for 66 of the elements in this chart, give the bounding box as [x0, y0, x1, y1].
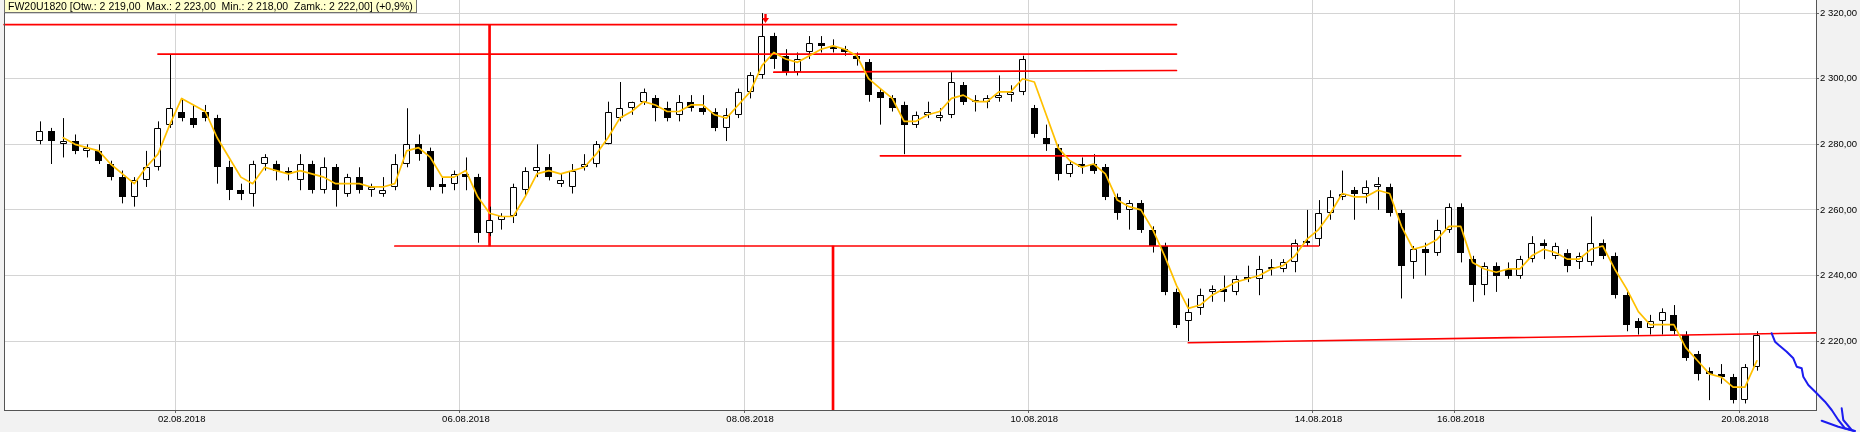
- y-tick-label: 2 280,00: [1820, 137, 1857, 149]
- candlestick: [1220, 275, 1227, 303]
- candlestick: [1410, 245, 1417, 280]
- candlestick: [1659, 307, 1666, 336]
- x-tick-label: 14.08.2018: [1294, 413, 1343, 425]
- candlestick: [699, 94, 706, 116]
- chart-title: FW20U1820 [Otw.: 2 219,00 Max.: 2 223,00 Min.: 2 218,00 Zamk.: 2 222,00] (+0,9%): [4, 0, 417, 13]
- candlestick: [569, 163, 576, 195]
- candlestick: [462, 156, 469, 191]
- candlestick: [1741, 363, 1748, 404]
- candlestick: [1232, 275, 1239, 296]
- candlestick: [320, 156, 327, 195]
- candlestick: [1362, 179, 1369, 204]
- y-tick-label: 2 300,00: [1820, 72, 1857, 84]
- candlestick: [143, 150, 150, 188]
- candlestick: [1587, 215, 1594, 267]
- candlestick: [1516, 255, 1523, 280]
- candlestick: [297, 153, 304, 191]
- x-tick-label: 16.08.2018: [1436, 413, 1485, 425]
- candlestick: [1481, 261, 1488, 296]
- candlestick: [391, 153, 398, 191]
- y-tick-label: 2 260,00: [1820, 203, 1857, 215]
- candlestick: [1351, 186, 1358, 221]
- y-tick-label: 2 240,00: [1820, 269, 1857, 281]
- candlestick: [1753, 330, 1760, 372]
- x-tick-label: 02.08.2018: [157, 413, 206, 425]
- x-tick-label: 08.08.2018: [726, 413, 774, 425]
- x-tick-label: 20.08.2018: [1721, 413, 1769, 425]
- candlestick: [593, 140, 600, 168]
- candlestick: [379, 176, 386, 198]
- candlestick: [154, 120, 161, 172]
- candlestick: [1197, 288, 1204, 316]
- candlestick: [1185, 297, 1192, 342]
- candlestick: [723, 107, 730, 142]
- y-tick-label: 2 220,00: [1820, 334, 1857, 346]
- candlestick: [1374, 176, 1381, 211]
- candlestick: [344, 173, 351, 198]
- candlestick: [747, 71, 754, 99]
- candlestick: [48, 127, 55, 165]
- candlestick: [1528, 235, 1535, 263]
- candlestick: [533, 143, 540, 178]
- candlestick: [1043, 124, 1050, 152]
- candlestick: [1327, 189, 1334, 221]
- candlestick: [735, 88, 742, 119]
- candlestick: [131, 176, 138, 208]
- candlestick: [616, 81, 623, 122]
- candlestick: [1019, 55, 1026, 96]
- y-tick-label: 2 320,00: [1820, 6, 1857, 18]
- candlestick: [1718, 363, 1725, 385]
- candlestick: [486, 206, 493, 237]
- candlestick: [178, 97, 185, 122]
- candlestick: [1540, 238, 1547, 260]
- candlestick: [36, 120, 43, 145]
- x-tick-label: 06.08.2018: [442, 413, 490, 425]
- candlestick: [249, 160, 256, 208]
- candlestick: [877, 88, 884, 126]
- candlestick: [1422, 242, 1429, 277]
- x-tick-label: 10.08.2018: [1010, 413, 1059, 425]
- candlestick: [1434, 219, 1441, 257]
- candlestick: [676, 94, 683, 122]
- candlestick: [1315, 199, 1322, 247]
- candlestick: [166, 53, 173, 129]
- candlestick: [806, 35, 813, 60]
- candlestick: [1445, 202, 1452, 234]
- candlestick: [60, 117, 67, 158]
- candlestick: [995, 74, 1002, 103]
